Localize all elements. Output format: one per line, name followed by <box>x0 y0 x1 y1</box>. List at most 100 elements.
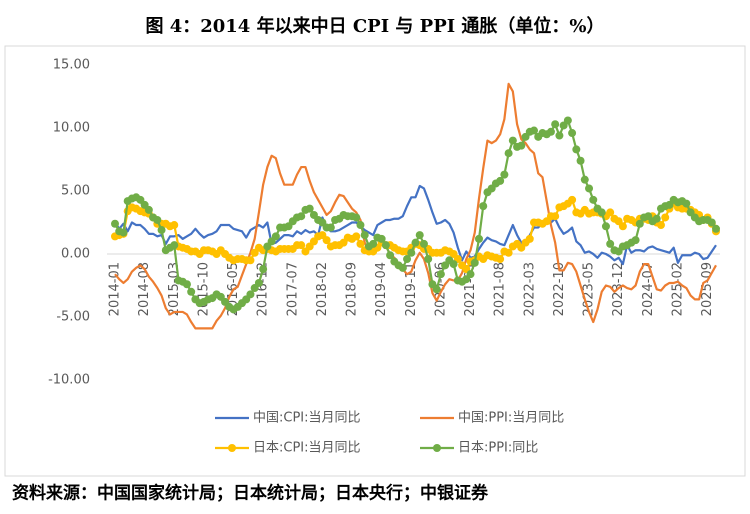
series-marker <box>182 280 191 289</box>
series-marker <box>712 224 720 233</box>
x-tick-label: 2021-08 <box>493 262 508 316</box>
series-marker <box>369 239 378 248</box>
series-marker <box>572 145 581 154</box>
x-tick-label: 2022-10 <box>552 262 567 316</box>
series-marker <box>352 232 361 241</box>
series-marker <box>305 204 314 213</box>
series-marker <box>415 231 424 240</box>
x-tick-label: 2019-11 <box>404 262 419 316</box>
series-marker <box>449 260 458 269</box>
series-marker <box>500 170 509 179</box>
x-tick-label: 2020-06 <box>433 262 448 316</box>
x-tick-label: 2016-12 <box>256 262 271 316</box>
series-marker <box>618 222 627 231</box>
legend-label: 中国:PPI:当月同比 <box>458 411 564 426</box>
series-marker <box>504 248 513 257</box>
series-marker <box>246 256 255 265</box>
legend-label: 日本:CPI:当月同比 <box>253 441 361 456</box>
series-marker <box>111 219 119 228</box>
chart-frame <box>4 45 746 477</box>
series-marker <box>707 218 716 227</box>
series-marker <box>424 255 433 264</box>
series-marker <box>546 127 555 136</box>
series-marker <box>356 239 365 248</box>
series-marker <box>356 221 365 230</box>
y-tick-label: 10.00 <box>53 121 90 136</box>
series-marker <box>170 221 179 230</box>
series-marker <box>381 241 390 250</box>
series-marker <box>580 175 589 184</box>
y-tick-label: 15.00 <box>53 58 90 73</box>
series-marker <box>403 255 412 264</box>
series-marker <box>585 184 594 193</box>
series-marker <box>568 129 577 138</box>
series-marker <box>496 255 505 264</box>
series-marker <box>119 228 128 237</box>
series-marker <box>170 241 179 250</box>
series-line <box>114 184 717 266</box>
series-marker <box>517 141 526 150</box>
x-tick-label: 2024-07 <box>641 262 656 316</box>
x-tick-label: 2025-02 <box>670 262 685 316</box>
series-marker <box>271 232 280 241</box>
series-marker <box>656 221 665 230</box>
series-marker <box>635 219 644 228</box>
legend-label: 中国:CPI:当月同比 <box>253 411 361 426</box>
series-marker <box>436 270 445 279</box>
x-tick-label: 2017-07 <box>285 262 300 316</box>
legend-marker <box>228 444 236 452</box>
series-marker <box>377 234 386 243</box>
series-marker <box>254 278 263 287</box>
series-marker <box>157 226 166 235</box>
x-tick-label: 2018-02 <box>315 262 330 316</box>
series-marker <box>411 238 420 247</box>
series-marker <box>601 222 610 231</box>
series-marker <box>259 265 268 274</box>
series-marker <box>153 215 162 224</box>
series-marker <box>474 234 483 243</box>
series-marker <box>508 136 517 145</box>
series-line <box>114 82 717 330</box>
y-tick-label: -5.00 <box>56 310 90 325</box>
series-marker <box>661 213 670 222</box>
x-tick-label: 2018-09 <box>345 262 360 316</box>
series-marker <box>568 195 577 204</box>
series-marker <box>563 116 572 125</box>
x-tick-label: 2015-10 <box>196 262 211 316</box>
x-tick-label: 2014-01 <box>108 262 123 316</box>
y-tick-label: 0.00 <box>61 247 90 262</box>
series-marker <box>551 212 560 221</box>
series-marker <box>504 149 513 158</box>
y-tick-label: -10.00 <box>48 373 90 388</box>
series-marker <box>360 231 369 240</box>
x-tick-label: 2023-05 <box>582 262 597 316</box>
series-marker <box>525 234 534 243</box>
series-marker <box>470 258 479 267</box>
series-marker <box>555 131 564 140</box>
series-marker <box>606 239 615 248</box>
x-tick-label: 2015-03 <box>167 262 182 316</box>
series-marker <box>496 176 505 185</box>
series-marker <box>479 202 488 211</box>
series-marker <box>398 263 407 272</box>
series-marker <box>144 205 153 214</box>
y-tick-label: 5.00 <box>61 184 90 199</box>
series-marker <box>297 212 306 221</box>
legend-marker <box>433 444 441 452</box>
series-marker <box>326 223 335 232</box>
series-marker <box>246 290 255 299</box>
series-marker <box>297 241 306 250</box>
series-marker <box>682 199 691 208</box>
source-note: 资料来源：中国国家统计局；日本统计局；日本央行；中银证券 <box>12 483 489 504</box>
chart-title: 图 4：2014 年以来中日 CPI 与 PPI 通胀（单位：%） <box>145 15 604 37</box>
series-marker <box>187 287 196 296</box>
x-tick-label: 2022-03 <box>522 262 537 316</box>
series-marker <box>551 120 560 129</box>
series-marker <box>386 251 395 260</box>
series-marker <box>352 213 361 222</box>
series-marker <box>419 239 428 248</box>
series-marker <box>432 285 441 294</box>
series-marker <box>576 156 585 165</box>
series-marker <box>631 236 640 245</box>
